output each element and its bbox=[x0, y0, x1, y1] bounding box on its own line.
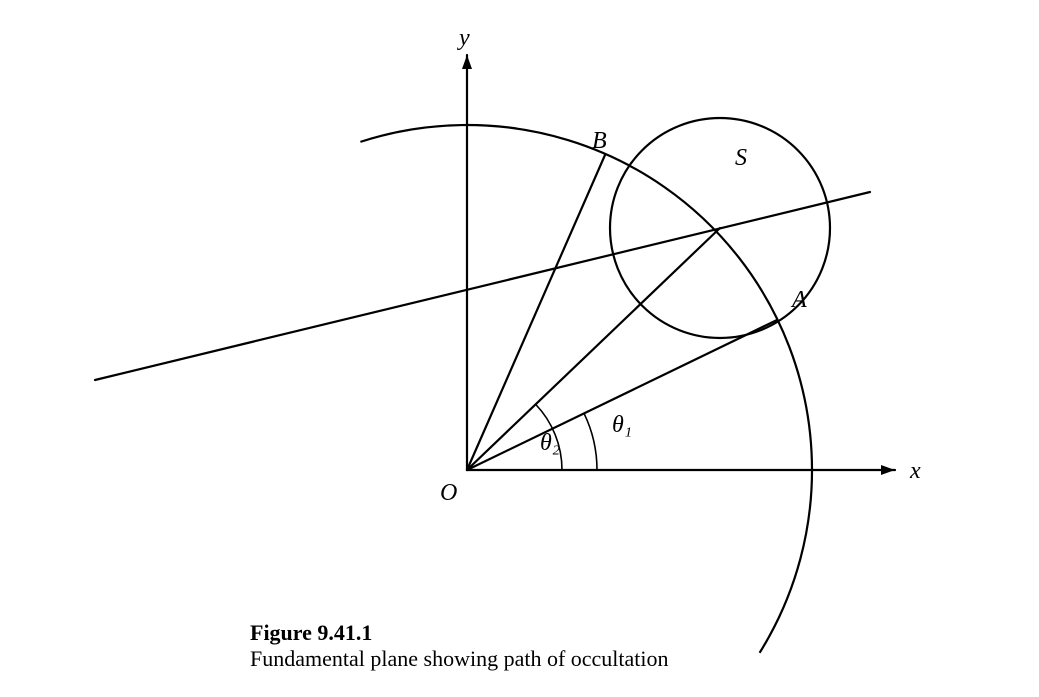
arrowhead bbox=[881, 465, 895, 475]
label-A: A bbox=[790, 287, 807, 313]
label-B: B bbox=[592, 128, 607, 154]
label-theta2: θ₂ bbox=[540, 430, 560, 456]
fundamental-plane-circle bbox=[360, 125, 812, 653]
x-axis-label: x bbox=[909, 458, 921, 484]
angle-arc-theta1 bbox=[584, 413, 597, 470]
y-axis-label: y bbox=[457, 25, 470, 51]
arrowhead bbox=[462, 55, 472, 69]
label-O: O bbox=[440, 480, 457, 506]
label-theta1: θ₁ bbox=[612, 412, 632, 438]
label-S: S bbox=[735, 145, 747, 171]
line-OS bbox=[467, 228, 720, 470]
occultation-path bbox=[95, 192, 870, 380]
figure-caption-body: Fundamental plane showing path of occult… bbox=[250, 646, 669, 671]
line-OB bbox=[467, 155, 605, 470]
occultation-diagram: x y O A B Sθ₁ θ₂ Figure 9.41.1Fundamental plane… bbox=[0, 0, 1039, 697]
line-OA bbox=[467, 320, 777, 470]
figure-caption-title: Figure 9.41.1 bbox=[250, 620, 372, 645]
